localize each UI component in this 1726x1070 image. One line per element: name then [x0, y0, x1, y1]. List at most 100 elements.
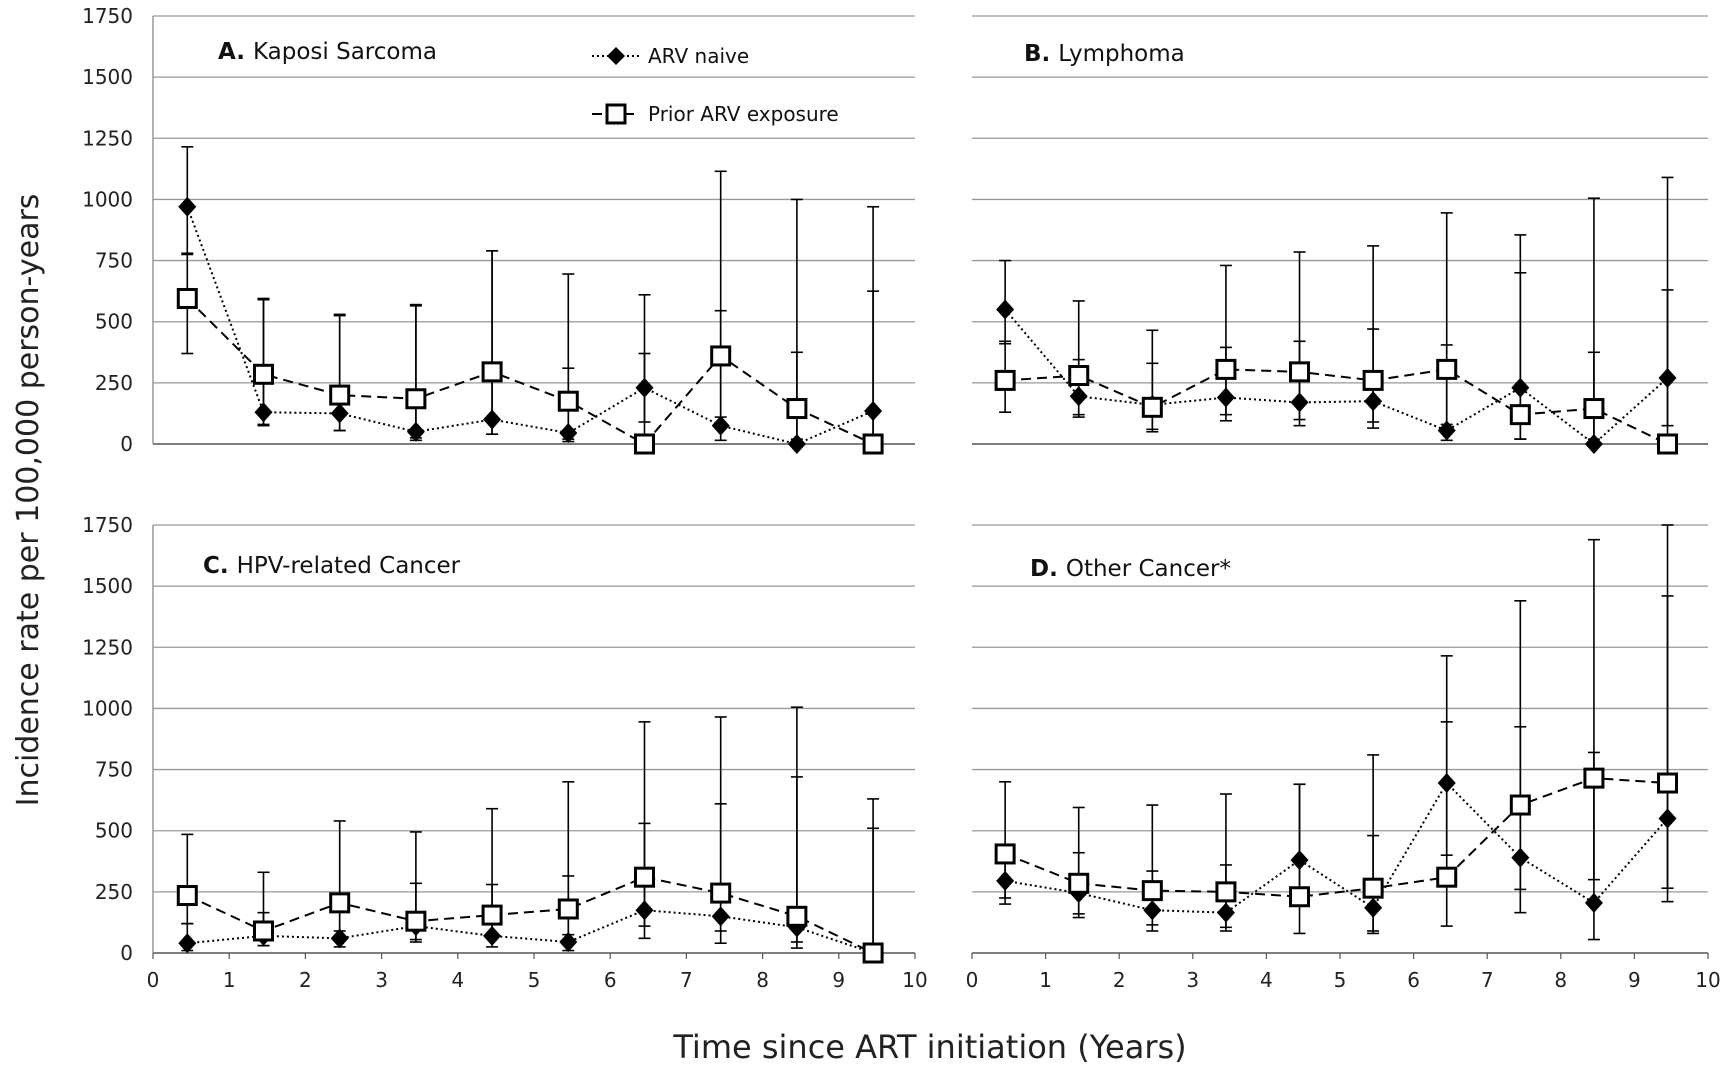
data-point-square: [994, 843, 1016, 865]
data-point-diamond: [559, 931, 578, 952]
data-point-square: [329, 892, 351, 914]
series-arv-naive: [178, 146, 883, 454]
x-tick-label: 9: [832, 968, 845, 992]
series-prior-arv-exposure: [994, 524, 1679, 935]
data-point-diamond: [711, 415, 730, 436]
data-point-diamond: [178, 196, 197, 217]
series-line: [1005, 368, 1668, 445]
data-point-square: [1289, 886, 1311, 908]
x-tick-label: 1: [1039, 968, 1052, 992]
y-tick-label: 1500: [82, 574, 133, 598]
series-line: [186, 206, 874, 446]
data-point-square: [252, 920, 274, 942]
y-tick-label: 0: [120, 941, 133, 965]
data-point-square: [710, 882, 732, 904]
data-point-diamond: [1437, 420, 1456, 441]
panel-c: 0 250 500 750 1000 1250 1500 1750 0 1 2 3 4 5 6 7 8 9 10 C.…: [82, 513, 928, 992]
y-tick-label: 1750: [82, 4, 133, 28]
panel-title: D. Other Cancer*: [1030, 556, 1231, 582]
series-prior-arv-exposure: [176, 706, 884, 964]
data-point-square: [176, 287, 198, 309]
data-point-diamond: [330, 928, 349, 949]
data-point-square: [1436, 866, 1458, 888]
data-point-square: [1215, 881, 1237, 903]
y-tick-label: 1250: [82, 126, 133, 150]
data-point-diamond: [996, 299, 1015, 320]
data-point-square: [252, 363, 274, 385]
legend-prior-label: Prior ARV exposure: [648, 102, 839, 126]
data-point-square: [405, 388, 427, 410]
panel-b: B. Lymphoma: [972, 15, 1708, 455]
x-tick-label: 3: [375, 968, 388, 992]
x-tick-label: 6: [604, 968, 617, 992]
series-line: [186, 297, 874, 446]
data-point-square: [405, 910, 427, 932]
y-tick-label: 1250: [82, 635, 133, 659]
y-tick-label: 250: [95, 371, 133, 395]
data-point-square: [1068, 365, 1090, 387]
series-arv-naive: [178, 776, 883, 963]
x-tick-label: 1: [223, 968, 236, 992]
series-line: [1004, 777, 1668, 898]
data-point-diamond: [1584, 892, 1603, 913]
y-tick-label: 500: [95, 310, 133, 334]
data-point-square: [557, 898, 579, 920]
data-point-square: [1509, 794, 1531, 816]
data-point-square: [994, 369, 1016, 391]
legend-naive-marker: [607, 47, 625, 65]
x-tick-label: 7: [1481, 968, 1494, 992]
x-tick-label: 8: [1554, 968, 1567, 992]
y-tick-label: 1000: [82, 696, 133, 720]
y-tick-label: 1500: [82, 65, 133, 89]
x-tick-label: 10: [902, 968, 927, 992]
data-point-square: [862, 942, 884, 964]
y-tick-label: 750: [95, 758, 133, 782]
panel-d: 0 1 2 3 4 5 6 7 8 9 10 D. Other Cancer*: [966, 524, 1721, 992]
series-line: [1004, 308, 1669, 446]
data-point-square: [1657, 772, 1679, 794]
x-tick-label: 10: [1695, 968, 1720, 992]
x-tick-label: 5: [528, 968, 541, 992]
data-point-square: [176, 885, 198, 907]
x-tick-label: 5: [1334, 968, 1347, 992]
x-tick-label: 3: [1186, 968, 1199, 992]
data-point-square: [1509, 404, 1531, 426]
data-point-square: [633, 433, 655, 455]
x-tick-label: 0: [147, 968, 160, 992]
series-prior-arv-exposure: [176, 170, 884, 455]
x-tick-label: 2: [299, 968, 312, 992]
series-line: [187, 909, 874, 954]
data-point-square: [1583, 767, 1605, 789]
x-axis-label: Time since ART initiation (Years): [672, 1028, 1186, 1066]
y-tick-label: 0: [120, 432, 133, 456]
data-point-square: [481, 361, 503, 383]
data-point-diamond: [178, 933, 197, 954]
x-tick-label: 4: [451, 968, 464, 992]
data-point-square: [1215, 358, 1237, 380]
x-tick-label: 9: [1628, 968, 1641, 992]
data-point-square: [329, 384, 351, 406]
data-point-square: [1362, 877, 1384, 899]
y-tick-label: 1000: [82, 187, 133, 211]
panel-title: C. HPV-related Cancer: [203, 553, 461, 579]
y-tick-label: 250: [95, 880, 133, 904]
data-point-square: [1141, 396, 1163, 418]
y-tick-label: 750: [95, 249, 133, 273]
y-axis-label: Incidence rate per 100,000 person-years: [11, 194, 46, 807]
x-tick-label: 4: [1260, 968, 1273, 992]
x-tick-label: 8: [756, 968, 769, 992]
legend-prior-marker: [605, 103, 627, 125]
data-point-square: [481, 904, 503, 926]
series-prior-arv-exposure: [994, 176, 1679, 455]
data-point-square: [557, 390, 579, 412]
data-point-square: [786, 398, 808, 420]
legend: ARV naive Prior ARV exposure: [592, 44, 839, 126]
data-point-square: [862, 433, 884, 455]
data-point-square: [1068, 872, 1090, 894]
x-tick-label: 7: [680, 968, 693, 992]
series-arv-naive: [996, 259, 1677, 454]
y-tick-label: 500: [95, 819, 133, 843]
series-line: [186, 876, 874, 954]
x-tick-label: 6: [1407, 968, 1420, 992]
x-tick-label: 2: [1113, 968, 1126, 992]
